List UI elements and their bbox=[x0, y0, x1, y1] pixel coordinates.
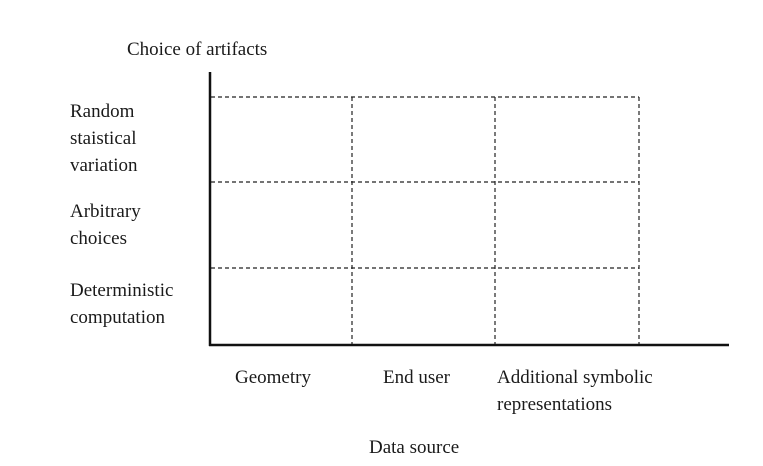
row-label-arbitrary-choices: Arbitrary choices bbox=[70, 198, 141, 252]
column-label-geometry: Geometry bbox=[235, 364, 311, 391]
column-label-end-user: End user bbox=[383, 364, 450, 391]
row-label-line: Arbitrary bbox=[70, 201, 141, 222]
x-axis-title: Data source bbox=[369, 437, 460, 458]
row-label-line: Deterministic bbox=[70, 280, 174, 301]
row-label-line: variation bbox=[70, 155, 138, 176]
column-label-additional-symbolic: Additional symbolic representations bbox=[497, 364, 653, 418]
column-label-line: representations bbox=[497, 394, 613, 415]
row-label-line: Random bbox=[70, 101, 135, 122]
column-label-line: End user bbox=[383, 367, 451, 388]
row-label-line: computation bbox=[70, 307, 165, 328]
row-label-line: staistical bbox=[70, 128, 137, 149]
column-label-line: Additional symbolic bbox=[497, 367, 653, 388]
row-label-line: choices bbox=[70, 228, 127, 249]
y-axis-title: Choice of artifacts bbox=[127, 39, 268, 60]
column-label-line: Geometry bbox=[235, 367, 311, 388]
dashed-grid bbox=[211, 96, 640, 345]
row-label-deterministic-computation: Deterministic computation bbox=[70, 277, 173, 331]
row-label-random-variation: Random staistical variation bbox=[70, 98, 138, 179]
